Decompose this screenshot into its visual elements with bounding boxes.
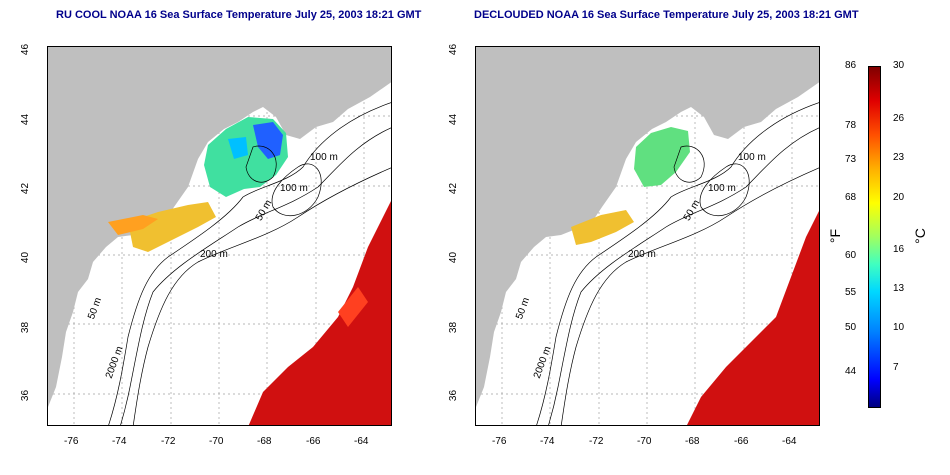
sst-map-right: 100 m 100 m 50 m 200 m 50 m 2000 m (475, 46, 820, 426)
sst-gulf-of-maine (634, 127, 690, 187)
bathymetry-contours (536, 102, 819, 425)
colorbar-c-tick: 10 (893, 322, 905, 333)
x-tick-label: -74 (112, 436, 127, 447)
celsius-unit-label: °C (911, 228, 928, 244)
sst-shelf-warm (128, 202, 216, 252)
landmass (48, 47, 391, 407)
x-tick-label: -72 (589, 436, 604, 447)
bathymetry-contours (108, 102, 391, 425)
map-title-left: RU COOL NOAA 16 Sea Surface Temperature … (56, 9, 422, 21)
sst-shelf-orange (108, 215, 158, 235)
colorbar-c-tick: 23 (893, 152, 905, 163)
y-tick-label: 46 (448, 43, 460, 56)
colorbar-f-tick: 78 (845, 120, 857, 131)
colorbar-f-tick: 68 (845, 192, 857, 203)
x-tick-label: -64 (354, 436, 369, 447)
sst-map-left-graphic (48, 47, 391, 425)
colorbar-f-tick: 73 (845, 154, 857, 165)
contour-label: 100 m (708, 183, 736, 194)
y-tick-label: 42 (448, 182, 460, 195)
y-tick-label: 38 (20, 321, 32, 334)
colorbar-c-tick: 26 (893, 113, 905, 124)
temperature-colorbar (868, 66, 881, 408)
colorbar-c-tick: 7 (893, 362, 899, 373)
colorbar-c-tick: 13 (893, 283, 905, 294)
colorbar-c-tick: 16 (893, 244, 905, 255)
x-tick-label: -66 (734, 436, 749, 447)
colorbar-c-tick: 30 (893, 60, 905, 71)
x-tick-label: -76 (64, 436, 79, 447)
colorbar-f-tick: 60 (845, 250, 857, 261)
y-tick-label: 36 (448, 389, 460, 402)
sst-map-left: 100 m 100 m 50 m 200 m 50 m 2000 m (47, 46, 392, 426)
x-tick-label: -76 (492, 436, 507, 447)
y-tick-label: 42 (20, 182, 32, 195)
y-tick-label: 40 (20, 251, 32, 264)
landmass (476, 47, 819, 407)
sst-map-right-graphic (476, 47, 819, 425)
x-tick-label: -66 (306, 436, 321, 447)
sst-cold-core (253, 122, 283, 159)
x-tick-label: -74 (540, 436, 555, 447)
colorbar-f-tick: 55 (845, 287, 857, 298)
sst-gulfstream-edge (338, 287, 368, 327)
sst-cold-spot (228, 137, 248, 159)
contour-label: 200 m (628, 249, 656, 260)
y-tick-label: 36 (20, 389, 32, 402)
y-tick-label: 38 (448, 321, 460, 334)
map-title-right: DECLOUDED NOAA 16 Sea Surface Temperatur… (474, 9, 859, 21)
contour-label: 200 m (200, 249, 228, 260)
x-tick-label: -72 (161, 436, 176, 447)
colorbar-f-tick: 50 (845, 322, 857, 333)
y-tick-label: 46 (20, 43, 32, 56)
fahrenheit-unit-label: °F (827, 228, 844, 244)
sst-gulfstream (687, 211, 819, 425)
y-tick-label: 44 (20, 113, 32, 126)
x-tick-label: -70 (637, 436, 652, 447)
contour-label: 100 m (738, 152, 766, 163)
x-tick-label: -70 (209, 436, 224, 447)
colorbar-f-tick: 86 (845, 60, 857, 71)
y-tick-label: 44 (448, 113, 460, 126)
sst-shelf-warm (571, 210, 634, 245)
x-tick-label: -68 (257, 436, 272, 447)
x-tick-label: -64 (782, 436, 797, 447)
x-tick-label: -68 (685, 436, 700, 447)
colorbar-c-tick: 20 (893, 192, 905, 203)
sst-gulfstream (248, 201, 391, 425)
y-tick-label: 40 (448, 251, 460, 264)
colorbar-f-tick: 44 (845, 366, 857, 377)
contour-label: 100 m (310, 152, 338, 163)
contour-label: 100 m (280, 183, 308, 194)
